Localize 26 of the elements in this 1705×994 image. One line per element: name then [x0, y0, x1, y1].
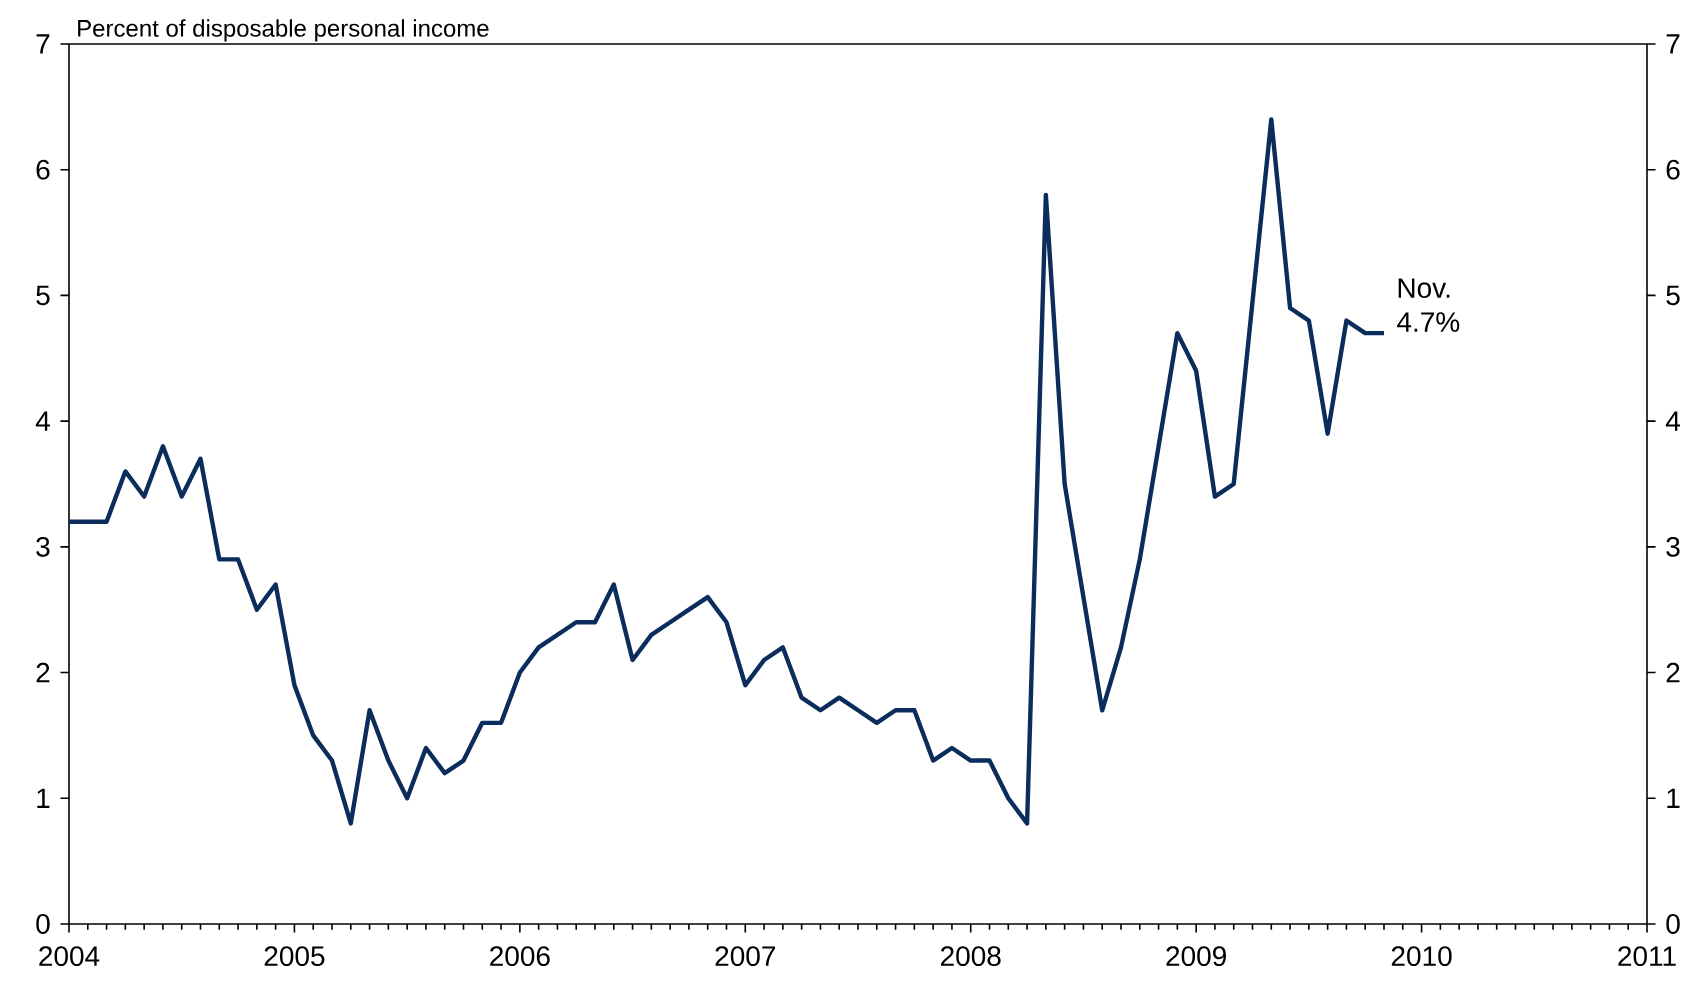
annotation: Nov. 4.7% — [1397, 278, 1460, 332]
y-axis-title: Percent of disposable personal income — [78, 19, 489, 42]
x-tick-label: 2006 — [490, 946, 550, 967]
y2-tick-label: 5 — [1666, 285, 1680, 306]
y-tick-label: 2 — [36, 662, 50, 683]
y2-tick-label: 2 — [1666, 662, 1680, 683]
x-tick-label: 2004 — [39, 946, 100, 967]
y2-tick-label: 7 — [1666, 34, 1680, 54]
x-tick-label: 2008 — [940, 946, 1001, 967]
y-tick-label: 0 — [36, 914, 50, 934]
y-tick-label: 7 — [36, 34, 50, 54]
y2-tick-label: 6 — [1666, 159, 1680, 180]
y-tick-label: 4 — [35, 411, 50, 431]
x-tick-label: 2011 — [1618, 946, 1676, 967]
y-tick-label: 3 — [36, 536, 50, 557]
y2-tick-label: 4 — [1665, 411, 1681, 431]
x-tick-label: 2009 — [1166, 946, 1226, 967]
x-tick-label: 2005 — [264, 946, 325, 967]
y2-tick-label: 3 — [1666, 536, 1680, 557]
y2-tick-label: 1 — [1667, 788, 1680, 808]
y2-tick-label: 0 — [1666, 914, 1680, 934]
y-tick-label: 1 — [37, 788, 50, 808]
y-tick-label: 6 — [36, 159, 50, 180]
x-tick-label: 2010 — [1391, 946, 1452, 967]
x-tick-label: 2007 — [715, 946, 776, 967]
y-tick-label: 5 — [36, 285, 50, 306]
